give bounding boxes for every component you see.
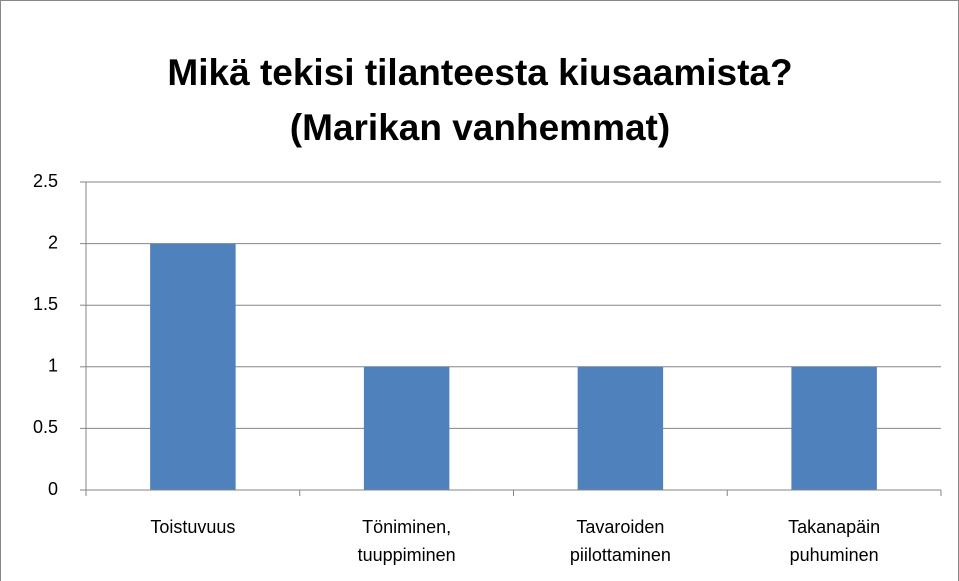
y-tick-label: 0.5 xyxy=(33,417,58,437)
chart-title: Mikä tekisi tilanteesta kiusaamista? xyxy=(167,52,792,93)
bar xyxy=(577,366,664,490)
chart-title: (Marikan vanhemmat) xyxy=(290,107,670,148)
x-tick-label: Takanapäin puhuminen xyxy=(788,517,881,565)
y-tick-label: 1.5 xyxy=(33,294,58,314)
bar xyxy=(363,366,450,490)
y-tick-label: 2.5 xyxy=(33,171,58,191)
bar xyxy=(150,243,236,490)
bar xyxy=(791,366,877,490)
x-tick-label: Tavaroiden piilottaminen xyxy=(569,517,671,565)
x-tick-label: Töniminen, tuuppiminen xyxy=(357,517,456,565)
y-tick-label: 2 xyxy=(48,232,58,252)
x-tick-label: Toistuvuus xyxy=(150,517,236,537)
y-tick-label: 1 xyxy=(48,356,58,376)
y-tick-label: 0 xyxy=(48,479,58,499)
